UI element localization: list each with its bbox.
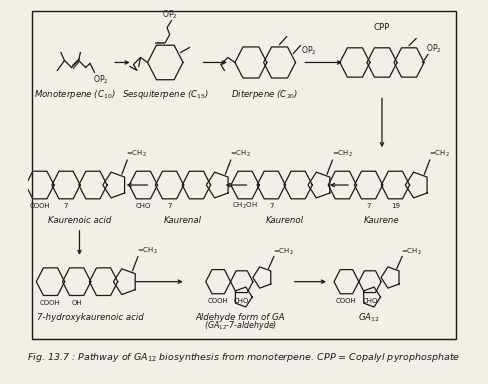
Text: Sesquiterpene (C$_{15}$): Sesquiterpene (C$_{15}$) [122, 88, 209, 101]
Text: Diterpene (C$_{20}$): Diterpene (C$_{20}$) [231, 88, 299, 101]
Text: Aldehyde form of GA: Aldehyde form of GA [196, 313, 285, 322]
Text: Kaurenal: Kaurenal [164, 217, 202, 225]
Text: COOH: COOH [336, 298, 357, 304]
Text: 7: 7 [167, 203, 172, 209]
Text: CHO: CHO [136, 203, 151, 209]
Text: 7: 7 [269, 203, 273, 209]
Text: COOH: COOH [29, 203, 50, 209]
Text: Kaurene: Kaurene [364, 217, 400, 225]
Text: CPP: CPP [374, 23, 390, 32]
Text: COOH: COOH [208, 298, 228, 304]
Bar [32, 11, 456, 339]
Text: =CH$_2$: =CH$_2$ [331, 149, 352, 159]
Text: 19: 19 [391, 203, 400, 209]
Text: OH: OH [71, 300, 82, 306]
Text: CHO: CHO [362, 298, 378, 304]
Text: OP$_2$: OP$_2$ [301, 44, 317, 57]
Text: CHO: CHO [234, 298, 249, 304]
Text: Kaurenoic acid: Kaurenoic acid [48, 217, 111, 225]
Text: =CH$_2$: =CH$_2$ [230, 149, 250, 159]
Text: 7: 7 [366, 203, 371, 209]
Text: COOH: COOH [40, 300, 61, 306]
Text: Monoterpene (C$_{10}$): Monoterpene (C$_{10}$) [34, 88, 116, 101]
Text: OP$_2$: OP$_2$ [426, 42, 442, 55]
Text: (GA$_{12}$-7-aldehyde): (GA$_{12}$-7-aldehyde) [204, 319, 277, 332]
Text: =CH$_2$: =CH$_2$ [429, 149, 449, 159]
Text: =CH$_2$: =CH$_2$ [137, 246, 158, 256]
Text: 7: 7 [64, 203, 68, 209]
Text: Fig. 13.7 : Pathway of GA$_{12}$ biosynthesis from monoterpene. CPP = Copalyl py: Fig. 13.7 : Pathway of GA$_{12}$ biosynt… [27, 351, 461, 364]
Text: OP$_2$: OP$_2$ [93, 73, 108, 86]
Text: =CH$_2$: =CH$_2$ [126, 149, 147, 159]
Text: GA$_{12}$: GA$_{12}$ [358, 311, 380, 324]
Text: Kaurenol: Kaurenol [265, 217, 304, 225]
Text: =CH$_2$: =CH$_2$ [273, 247, 294, 257]
Text: OP$_2$: OP$_2$ [162, 8, 178, 21]
Text: =CH$_2$: =CH$_2$ [401, 247, 422, 257]
Text: CH$_2$OH: CH$_2$OH [232, 201, 258, 211]
Text: 7-hydroxykaurenoic acid: 7-hydroxykaurenoic acid [37, 313, 143, 322]
